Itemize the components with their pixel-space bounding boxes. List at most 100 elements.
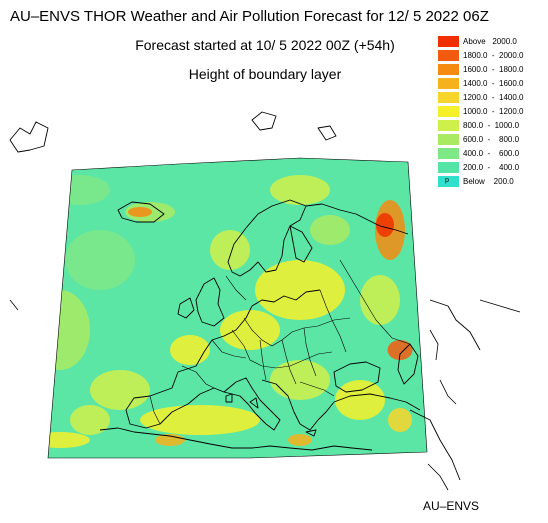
outer-coast-fragments (9, 299, 521, 491)
turkey-coast (333, 393, 421, 411)
russia-north-coast (305, 203, 409, 235)
field-patch (310, 215, 350, 245)
legend-row: 800.0 - 1000.0 (438, 120, 548, 131)
legend-swatch (438, 162, 459, 173)
island-coast (305, 429, 317, 437)
coastlines (9, 111, 481, 481)
field-patch (335, 380, 385, 420)
legend-swatch (438, 64, 459, 75)
forecast-start-text: Forecast started at 10/ 5 2022 00Z (+54h… (135, 37, 395, 53)
legend-label: 1400.0 - 1600.0 (463, 79, 524, 88)
finland-border (289, 225, 313, 263)
island-coast (225, 393, 233, 403)
legend-row: 1000.0 - 1200.0 (438, 106, 548, 117)
field-patch (48, 432, 90, 448)
black-sea-coast (333, 361, 381, 393)
legend-label: 400.0 - 600.0 (463, 149, 520, 158)
field-patch (388, 408, 412, 432)
legend-swatch: p (438, 176, 459, 187)
field-patch (387, 340, 413, 360)
border-line (181, 365, 215, 389)
variable-title: Height of boundary layer (188, 66, 342, 82)
border-line (225, 275, 247, 301)
field-patch (140, 405, 260, 435)
border-line (149, 395, 161, 425)
legend-swatch (438, 50, 459, 61)
field-patch (220, 310, 280, 350)
border-line (259, 339, 267, 381)
border-line (299, 381, 335, 397)
outer-coast (479, 299, 521, 313)
legend-row: Above 2000.0 (438, 36, 548, 47)
field-patch (50, 175, 110, 205)
border-line (243, 317, 351, 347)
outer-coast (439, 379, 457, 405)
legend-label: 1000.0 - 1200.0 (463, 107, 524, 116)
border-line (281, 339, 297, 385)
field-patch (360, 275, 400, 325)
forecast-title: AU–ENVS THOR Weather and Air Pollution F… (10, 8, 489, 25)
country-borders (149, 259, 411, 425)
legend-label: 600.0 - 800.0 (463, 135, 520, 144)
field-patch (48, 290, 90, 370)
legend-swatch (438, 106, 459, 117)
italy-coast (223, 377, 281, 431)
field-patch (255, 260, 345, 320)
legend-label: 1200.0 - 1400.0 (463, 93, 524, 102)
field-patch (128, 207, 152, 217)
legend-swatch (438, 148, 459, 159)
legend-swatch (438, 120, 459, 131)
legend-swatch-mark: p (445, 177, 449, 184)
field-patch (288, 434, 312, 446)
legend-label: Above 2000.0 (463, 37, 517, 46)
domain-outline (47, 157, 428, 459)
field-patch (270, 175, 330, 205)
legend-swatch (438, 92, 459, 103)
border-line (319, 289, 347, 353)
svalbard-coast (251, 111, 277, 131)
legend-row: 200.0 - 400.0 (438, 162, 548, 173)
legend-row: 600.0 - 800.0 (438, 134, 548, 145)
legend-swatch (438, 78, 459, 89)
outer-coast (427, 463, 449, 491)
scandinavia-coast (227, 199, 307, 277)
border-line (339, 259, 411, 345)
balkans-coast (261, 379, 335, 431)
great-britain-coast (195, 277, 225, 327)
field-patch (376, 213, 394, 237)
field-patch (170, 335, 210, 365)
legend-row: 1200.0 - 1400.0 (438, 92, 548, 103)
outer-coast (9, 299, 19, 311)
iberia-france-coast (125, 339, 225, 429)
legend-label: 1600.0 - 1800.0 (463, 65, 524, 74)
legend-row: 1800.0 - 2000.0 (438, 50, 548, 61)
field-patch (210, 230, 250, 270)
middle-east-coast (409, 409, 461, 481)
north-europe-coast (211, 289, 321, 341)
franz-josef-coast (317, 125, 337, 141)
field-patch (65, 230, 135, 290)
field-patch (270, 360, 330, 400)
iceland-coast (117, 201, 165, 223)
legend-row: 1400.0 - 1600.0 (438, 78, 548, 89)
field-patch (155, 434, 185, 446)
credit-label: AU–ENVS (423, 499, 480, 513)
legend-row: p Below 200.0 (438, 176, 548, 187)
ireland-coast (177, 297, 195, 319)
field-patch (70, 405, 110, 435)
north-africa-coast (99, 427, 373, 451)
eastern-coast (429, 299, 481, 351)
outer-coast (429, 329, 439, 361)
legend-swatch (438, 36, 459, 47)
arctic-island-coast (9, 121, 49, 153)
border-line (303, 327, 317, 377)
legend-label: 200.0 - 400.0 (463, 163, 520, 172)
legend-label: 800.0 - 1000.0 (463, 121, 520, 130)
border-line (231, 329, 333, 369)
field-patch (90, 370, 150, 410)
legend-label: Below 200.0 (463, 177, 514, 186)
legend-row: 1600.0 - 1800.0 (438, 64, 548, 75)
legend-label: 1800.0 - 2000.0 (463, 51, 524, 60)
